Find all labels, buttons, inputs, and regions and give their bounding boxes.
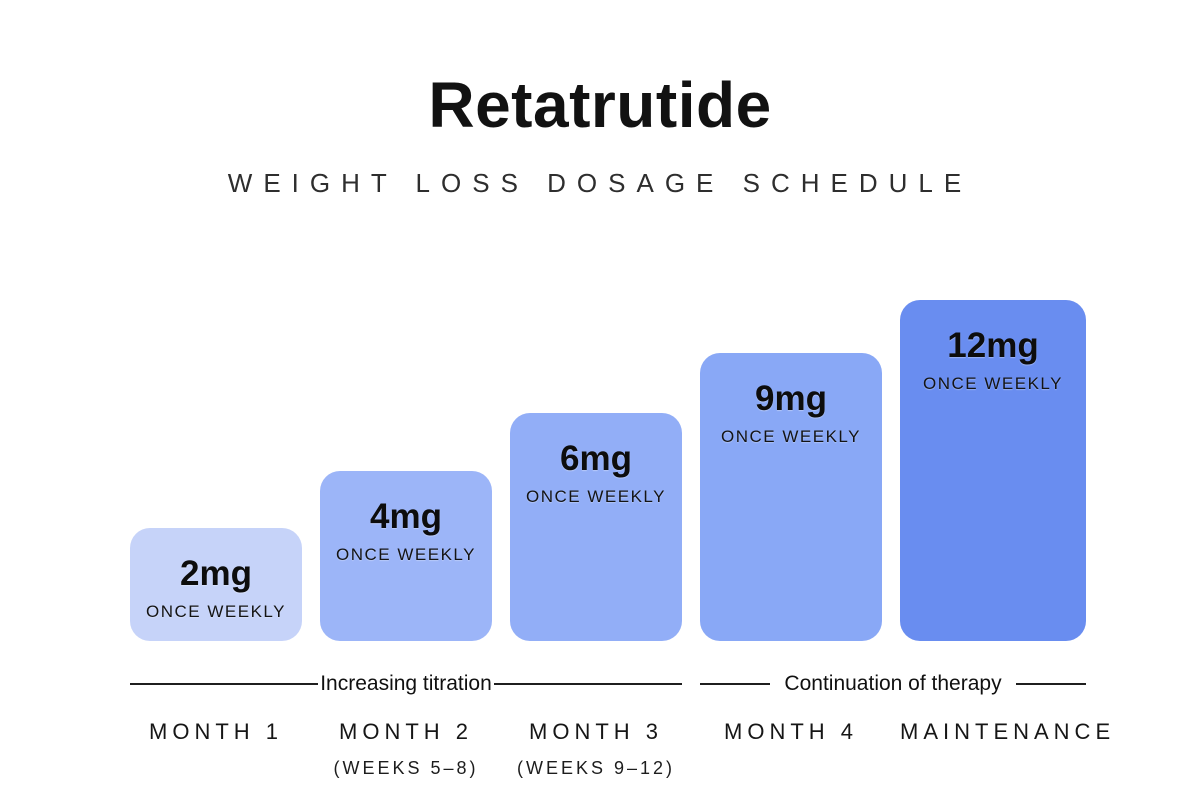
- dose-bar-12mg: 12mg ONCE WEEKLY: [900, 300, 1086, 641]
- bar-cell-maintenance: 12mg ONCE WEEKLY: [900, 300, 1086, 641]
- bar-cell-month-3: 6mg ONCE WEEKLY: [510, 300, 682, 641]
- bar-cell-month-2: 4mg ONCE WEEKLY: [320, 300, 492, 641]
- dose-bar-4mg: 4mg ONCE WEEKLY: [320, 471, 492, 641]
- dose-value: 9mg: [755, 379, 827, 418]
- header: Retatrutide WEIGHT LOSS DOSAGE SCHEDULE: [0, 68, 1200, 199]
- dose-frequency: ONCE WEEKLY: [526, 487, 666, 506]
- month-label: MONTH 4: [724, 719, 858, 744]
- axis-label-month-3: MONTH 3 (WEEKS 9–12): [510, 719, 682, 779]
- dose-frequency: ONCE WEEKLY: [923, 374, 1063, 393]
- phase-line-right: [493, 683, 682, 685]
- page-subtitle: WEIGHT LOSS DOSAGE SCHEDULE: [227, 168, 973, 198]
- dose-bar-2mg: 2mg ONCE WEEKLY: [130, 528, 302, 641]
- month-label: MONTH 2: [339, 719, 473, 744]
- month-label: MONTH 3: [529, 719, 663, 744]
- dosage-schedule-infographic: Retatrutide WEIGHT LOSS DOSAGE SCHEDULE …: [0, 68, 1200, 800]
- axis-label-month-4: MONTH 4: [700, 719, 882, 779]
- dose-bar-9mg: 9mg ONCE WEEKLY: [700, 353, 882, 641]
- phase-label: Increasing titration: [320, 672, 492, 695]
- dose-value: 6mg: [560, 439, 632, 478]
- phase-line-right: [1015, 683, 1086, 685]
- axis-label-month-2: MONTH 2 (WEEKS 5–8): [320, 719, 492, 779]
- dose-frequency: ONCE WEEKLY: [721, 427, 861, 446]
- dosage-bar-chart: 2mg ONCE WEEKLY 4mg ONCE WEEKLY 6mg ONCE…: [130, 300, 1116, 779]
- page-title: Retatrutide: [428, 69, 772, 141]
- dose-bar-6mg: 6mg ONCE WEEKLY: [510, 413, 682, 641]
- dose-value: 2mg: [180, 554, 252, 593]
- axis-label-maintenance: MAINTENANCE: [900, 719, 1116, 779]
- weeks-sublabel: (WEEKS 5–8): [333, 758, 479, 778]
- month-label: MONTH 1: [149, 719, 283, 744]
- bar-cell-month-1: 2mg ONCE WEEKLY: [130, 300, 302, 641]
- phase-continuation-of-therapy: Continuation of therapy: [700, 671, 1086, 697]
- bar-cell-month-4: 9mg ONCE WEEKLY: [700, 300, 882, 641]
- phase-line-left: [130, 683, 319, 685]
- month-label: MAINTENANCE: [900, 719, 1116, 744]
- dose-frequency: ONCE WEEKLY: [146, 602, 286, 621]
- phase-increasing-titration: Increasing titration: [130, 671, 682, 697]
- dose-frequency: ONCE WEEKLY: [336, 545, 476, 564]
- phase-line-left: [700, 683, 771, 685]
- weeks-sublabel: (WEEKS 9–12): [516, 758, 676, 778]
- phase-label: Continuation of therapy: [784, 672, 1002, 695]
- axis-label-month-1: MONTH 1: [130, 719, 302, 779]
- dose-value: 12mg: [947, 326, 1039, 365]
- dose-value: 4mg: [370, 497, 442, 536]
